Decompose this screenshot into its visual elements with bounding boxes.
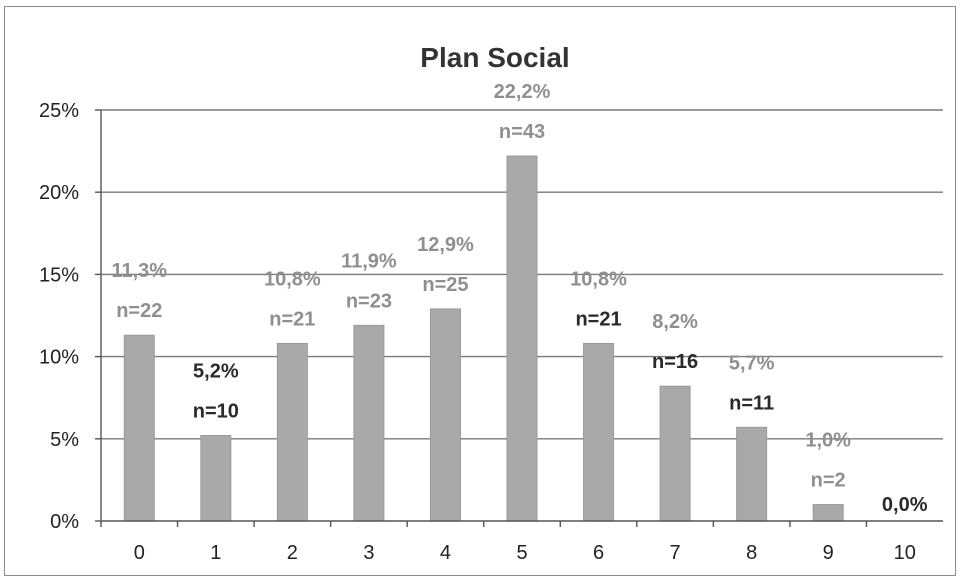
axes: 0% 5% 10% 15% 20% 25% 0 1 2 3 4 5 6 7 8 9 10: [39, 100, 943, 564]
data-label-percent: 5,2%: [193, 361, 239, 383]
bar: [812, 504, 844, 522]
x-tick-label: 10: [894, 542, 916, 564]
data-label-percent: 11,3%: [111, 260, 167, 282]
y-tick-label: 20%: [39, 182, 79, 204]
y-tick-label: 25%: [39, 100, 79, 122]
x-tick-label: 6: [593, 542, 604, 564]
x-tick-label: 4: [440, 542, 451, 564]
data-label-percent: 5,7%: [729, 352, 775, 374]
chart-svg: Plan Social 0% 5% 10% 15% 20% 25% 0 1 2 3 4 5 6 7 8 9 10…: [39, 42, 943, 564]
bar: [506, 155, 538, 522]
data-label-percent: 10,8%: [570, 268, 627, 290]
data-label-count: n=21: [575, 308, 621, 330]
bar: [736, 426, 768, 522]
data-label-count: n=16: [652, 351, 698, 373]
data-label-percent: 8,2%: [652, 311, 698, 333]
data-label-count: n=23: [346, 290, 392, 312]
data-label-percent: 10,8%: [264, 268, 321, 290]
data-label-count: n=2: [811, 470, 846, 492]
x-tick-label: 7: [670, 542, 681, 564]
data-label-percent: 22,2%: [494, 81, 551, 103]
data-label-percent: 0,0%: [882, 494, 928, 516]
bar: [353, 324, 385, 522]
x-tick-label: 0: [134, 542, 145, 564]
data-label-percent: 12,9%: [417, 234, 474, 256]
data-label-count: n=11: [729, 392, 774, 414]
y-tick-label: 5%: [50, 429, 79, 451]
data-labels: 11,3% n=22 5,2% n=10 10,8% n=21 11,9% n=23 12,9%…: [111, 81, 927, 516]
x-tick-label: 3: [363, 542, 374, 564]
y-tick-label: 0%: [50, 511, 79, 533]
data-label-percent: 11,9%: [341, 250, 397, 272]
y-tick-label: 15%: [39, 264, 79, 286]
x-tick-label: 9: [823, 542, 834, 564]
bars: [123, 155, 844, 522]
x-tick-label: 5: [516, 542, 527, 564]
data-label-count: n=22: [116, 300, 162, 322]
data-label-count: n=10: [193, 401, 239, 423]
x-tick-label: 8: [746, 542, 757, 564]
chart-title: Plan Social: [420, 42, 569, 73]
bar: [659, 385, 691, 522]
data-label-count: n=21: [269, 308, 315, 330]
data-label-count: n=25: [422, 274, 468, 296]
data-label-count: n=43: [499, 121, 545, 143]
y-tick-label: 10%: [39, 347, 79, 369]
x-tick-label: 1: [210, 542, 221, 564]
bar: [200, 435, 232, 522]
bar: [276, 342, 308, 522]
bar: [123, 334, 155, 522]
x-tick-label: 2: [287, 542, 298, 564]
data-label-percent: 1,0%: [805, 430, 851, 452]
bar: [583, 342, 615, 522]
bar: [429, 308, 461, 522]
chart-frame: Plan Social 0% 5% 10% 15% 20% 25% 0 1 2 3 4 5 6 7 8 9 10…: [4, 6, 956, 576]
